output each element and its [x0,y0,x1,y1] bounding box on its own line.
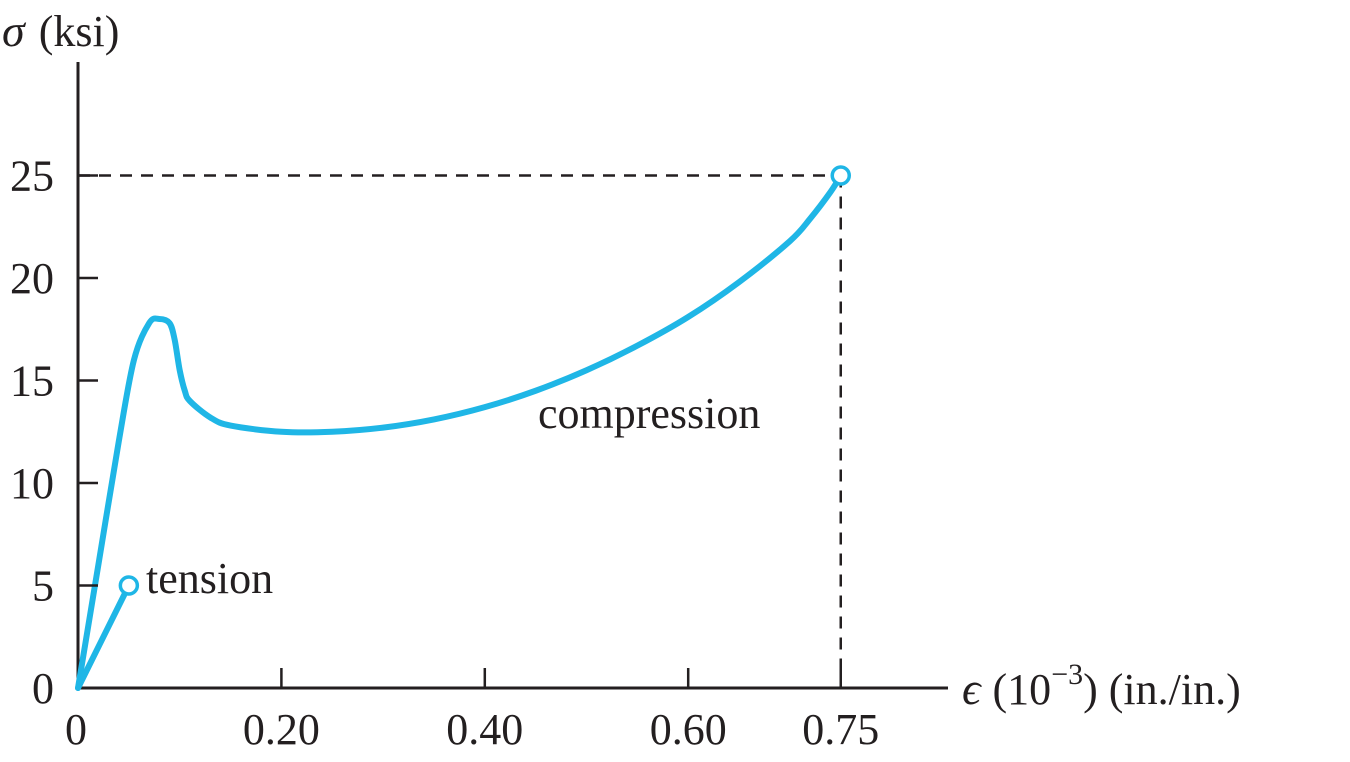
tension-end-marker [118,575,140,596]
x-tick-label: 0.60 [650,705,727,754]
x-axis-base: (10 [993,665,1052,714]
x-axis-exponent: −3 [1051,658,1083,691]
y-ticks: 0 5 10 15 20 25 [10,152,98,713]
y-axis-unit: (ksi) [39,7,120,56]
x-ticks: 0 0.20 0.40 0.60 0.75 [65,668,879,754]
y-axis-label: σ (ksi) [2,5,119,56]
y-tick-label: 5 [32,562,54,611]
x-tick-label: 0.20 [243,705,320,754]
y-tick-label: 0 [32,664,54,713]
x-axis-label: ϵ (10−3) (in./in.) [962,658,1241,714]
compression-curve [75,172,844,691]
x-axis-symbol: ϵ [962,663,983,714]
y-axis-symbol: σ [2,5,27,56]
y-tick-label: 15 [10,357,54,406]
y-tick-label: 10 [10,459,54,508]
x-tick-label: 0.75 [802,705,879,754]
tension-label: tension [146,554,273,603]
x-tick-label: 0.40 [446,705,523,754]
tension-curve [75,582,132,691]
x-tick-label: 0 [65,705,87,754]
x-axis-unit: ) (in./in.) [1083,665,1241,714]
compression-label: compression [538,389,760,438]
y-tick-label: 25 [10,152,54,201]
compression-end-marker [830,165,851,186]
y-tick-label: 20 [10,254,54,303]
